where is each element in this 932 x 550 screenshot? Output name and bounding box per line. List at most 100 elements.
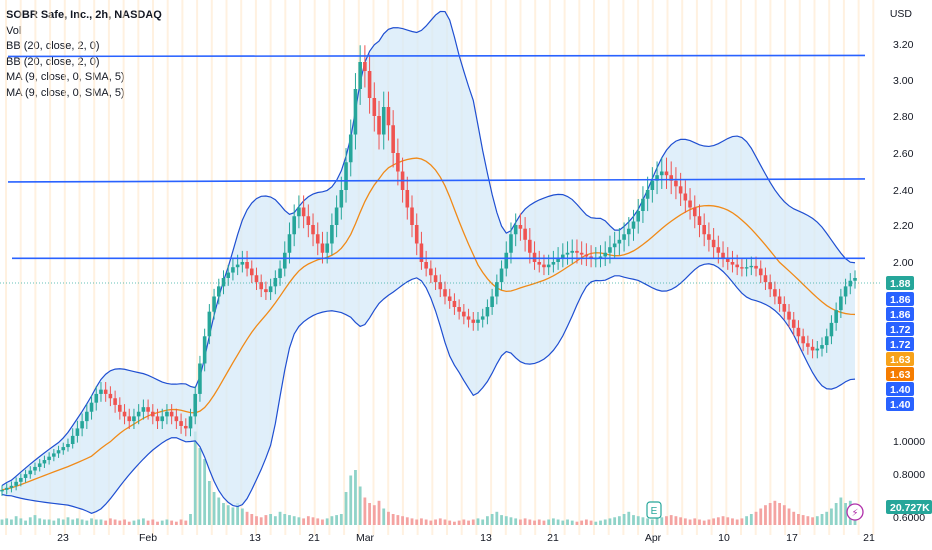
volume-bar bbox=[306, 516, 310, 525]
volume-bar bbox=[698, 519, 701, 525]
candle-body bbox=[622, 234, 626, 240]
x-tick-label: Feb bbox=[139, 532, 157, 544]
candle-body bbox=[381, 107, 386, 135]
volume-bar bbox=[354, 470, 357, 525]
candle-body bbox=[254, 275, 259, 283]
candle-body bbox=[151, 411, 155, 417]
volume-bar bbox=[368, 503, 371, 525]
price-axis-label: 1.88 bbox=[890, 278, 911, 290]
candle-body bbox=[476, 319, 480, 323]
volume-bar bbox=[415, 519, 419, 525]
volume-bar bbox=[156, 521, 159, 525]
price-axis-label: 20.727K bbox=[890, 502, 930, 514]
candle-body bbox=[758, 268, 763, 276]
volume-bar bbox=[745, 516, 749, 525]
y-tick-label: 0.8000 bbox=[893, 469, 925, 481]
candle-body bbox=[103, 389, 108, 394]
volume-bar bbox=[174, 521, 178, 525]
volume-bar bbox=[38, 518, 42, 525]
candle-body bbox=[372, 98, 377, 116]
volume-bar bbox=[250, 514, 254, 525]
candle-body bbox=[249, 268, 254, 276]
volume-bar bbox=[387, 511, 390, 525]
candle-body bbox=[245, 262, 249, 269]
y-tick-label: 1.0000 bbox=[893, 436, 925, 448]
volume-bar bbox=[52, 520, 56, 525]
candle-body bbox=[650, 180, 655, 190]
candle-body bbox=[664, 171, 669, 176]
candle-body bbox=[179, 421, 183, 426]
price-axis-label-bg bbox=[886, 322, 914, 336]
candle-body bbox=[791, 319, 796, 328]
candle-body bbox=[608, 247, 612, 253]
candle-body bbox=[278, 268, 282, 278]
candle-body bbox=[542, 264, 546, 268]
candle-body bbox=[716, 247, 721, 253]
candle-body bbox=[589, 256, 593, 259]
candle-body bbox=[556, 258, 560, 262]
candle-body bbox=[773, 289, 777, 297]
volume-bar bbox=[716, 517, 720, 525]
bollinger-band-fill bbox=[2, 11, 855, 514]
volume-bar bbox=[580, 520, 584, 525]
y-tick-label: 2.40 bbox=[893, 185, 914, 197]
volume-bar bbox=[278, 511, 282, 525]
volume-bar bbox=[731, 518, 734, 525]
candle-body bbox=[118, 404, 122, 412]
candle-body bbox=[348, 134, 353, 163]
candle-body bbox=[52, 453, 56, 457]
volume-bar bbox=[94, 519, 98, 525]
y-tick-label: 2.60 bbox=[893, 148, 914, 160]
candle-body bbox=[377, 116, 381, 135]
volume-bar bbox=[424, 519, 428, 525]
price-axis-label: 1.72 bbox=[890, 324, 911, 336]
candle-body bbox=[226, 272, 231, 278]
candle-body bbox=[561, 254, 565, 259]
volume-bar bbox=[382, 508, 386, 525]
volume-bar bbox=[660, 517, 664, 525]
candle-body bbox=[485, 307, 490, 317]
candle-body bbox=[598, 256, 603, 259]
volume-bar bbox=[749, 514, 753, 525]
candle-body bbox=[320, 243, 325, 253]
volume-bar bbox=[830, 508, 833, 525]
volume-bar bbox=[669, 515, 673, 525]
candle-body bbox=[471, 319, 476, 323]
candle-body bbox=[674, 180, 678, 187]
candle-body bbox=[579, 252, 584, 255]
candle-body bbox=[612, 243, 617, 248]
volume-bar bbox=[650, 519, 654, 525]
candle-body bbox=[169, 411, 174, 417]
x-tick-label: 10 bbox=[718, 532, 730, 544]
horizontal-level-line bbox=[7, 54, 866, 58]
candle-body bbox=[711, 239, 716, 248]
volume-bar bbox=[537, 519, 541, 525]
candle-body bbox=[75, 428, 80, 436]
volume-bar bbox=[71, 519, 75, 525]
candle-body bbox=[391, 125, 395, 153]
volume-bar bbox=[542, 520, 546, 525]
candle-body bbox=[330, 225, 334, 244]
candle-body bbox=[85, 411, 89, 422]
volume-bar bbox=[189, 514, 192, 525]
volume-bar bbox=[288, 515, 291, 525]
price-axis-label-bg bbox=[886, 337, 914, 351]
moving-average-line bbox=[1, 157, 856, 491]
volume-bar bbox=[80, 519, 84, 525]
candle-body bbox=[146, 407, 150, 412]
candle-body bbox=[42, 460, 47, 464]
volume-bar bbox=[264, 515, 268, 525]
x-tick-label: 21 bbox=[863, 532, 875, 544]
candle-body bbox=[353, 89, 358, 135]
candle-body bbox=[839, 296, 843, 311]
candle-body bbox=[466, 316, 471, 320]
candle-body bbox=[546, 264, 551, 268]
candle-body bbox=[815, 348, 820, 351]
volume-bar bbox=[523, 518, 527, 525]
volume-bar bbox=[533, 520, 536, 525]
volume-bar bbox=[203, 459, 207, 525]
candle-body bbox=[419, 243, 424, 262]
volume-bar bbox=[231, 507, 235, 525]
candle-body bbox=[297, 207, 301, 217]
